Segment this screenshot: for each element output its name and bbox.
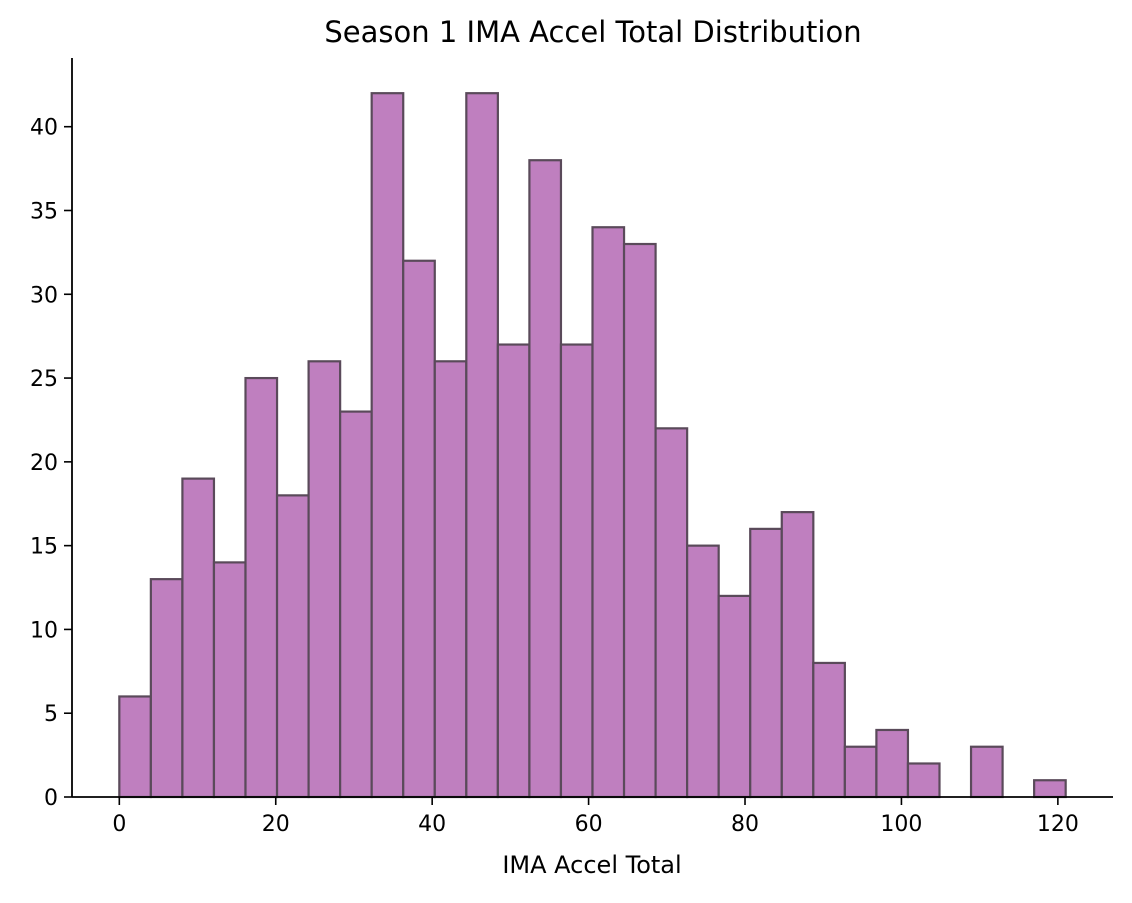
histogram-bar	[244, 376, 279, 799]
x-tick-label: 60	[575, 812, 603, 837]
x-tick-label: 40	[418, 812, 446, 837]
y-tick-label: 25	[30, 367, 58, 392]
chart-title: Season 1 IMA Accel Total Distribution	[324, 15, 861, 49]
histogram-bar	[307, 360, 342, 799]
x-tick-label: 120	[1037, 812, 1079, 837]
x-axis: 0 20 40 60 80 100 120	[72, 796, 1113, 837]
histogram-bar	[717, 594, 752, 799]
histogram-bar	[749, 527, 783, 799]
histogram-bar	[686, 544, 720, 799]
histogram-bar	[528, 159, 563, 799]
y-tick-label: 35	[30, 199, 58, 224]
y-tick-label: 15	[30, 535, 58, 560]
y-axis: 0 5 10 15 20 25 30 35 40	[30, 58, 73, 811]
y-tick-label: 10	[30, 618, 58, 643]
histogram-bar	[149, 578, 184, 799]
histogram-bar	[875, 728, 910, 799]
histogram-bar	[654, 427, 689, 799]
histogram-bar	[402, 259, 436, 799]
y-tick-label: 0	[44, 786, 58, 811]
histogram-bar	[433, 360, 468, 799]
y-tick-label: 5	[44, 702, 58, 727]
bars-group	[118, 92, 1067, 799]
x-tick-label: 80	[731, 812, 759, 837]
y-tick-label: 40	[30, 116, 58, 141]
histogram-bar	[969, 745, 1004, 799]
y-tick-label: 30	[30, 283, 58, 308]
histogram-bar	[622, 242, 657, 799]
histogram-bar	[780, 511, 815, 799]
histogram-bar	[370, 92, 405, 799]
x-tick-label: 0	[112, 812, 126, 837]
x-tick-label: 100	[880, 812, 922, 837]
histogram-bar	[496, 343, 531, 799]
histogram-bar	[339, 410, 373, 799]
histogram-bar	[275, 494, 310, 799]
histogram-bar	[812, 661, 846, 799]
histogram-bar	[181, 477, 216, 799]
histogram-bar	[465, 92, 499, 799]
histogram-bar	[118, 695, 152, 799]
x-axis-label: IMA Accel Total	[502, 851, 681, 879]
histogram-bar	[1033, 779, 1067, 799]
histogram-bar	[591, 226, 626, 799]
histogram-bar	[843, 745, 878, 799]
histogram-bar	[559, 343, 594, 799]
histogram-bar	[212, 561, 247, 799]
x-tick-label: 20	[262, 812, 290, 837]
y-tick-label: 20	[30, 451, 58, 476]
histogram-bar	[906, 762, 941, 799]
